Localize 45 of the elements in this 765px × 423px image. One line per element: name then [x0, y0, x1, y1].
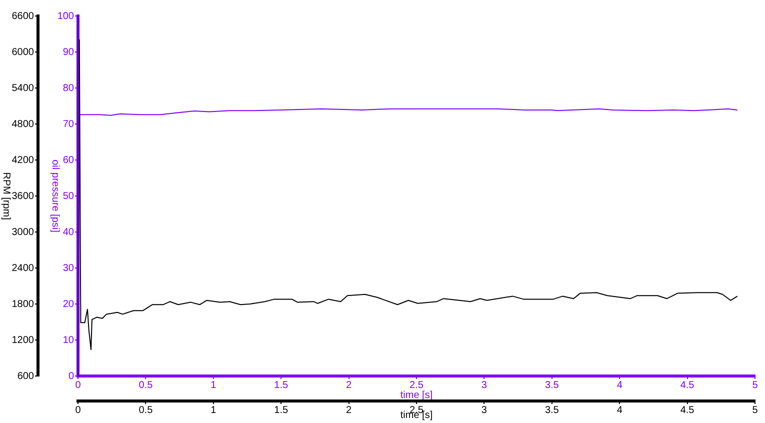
x-tick-label: 1 — [210, 380, 217, 391]
y-tick-label: 2400 — [12, 262, 34, 274]
x2-tick-label: 0.5 — [138, 404, 154, 416]
x-tick-label: 1.5 — [274, 380, 288, 391]
x-tick-label: 3 — [481, 380, 488, 391]
y2-tick-label: 30 — [62, 262, 74, 274]
y2-tick-label: 90 — [62, 46, 74, 58]
y-tick-label: 3000 — [12, 226, 34, 238]
x-tick-label: 4.5 — [680, 380, 695, 391]
y2-tick-label: 10 — [62, 334, 74, 346]
y-tick-label: 6600 — [12, 10, 34, 22]
x-tick-label: 2 — [346, 380, 352, 391]
y-tick-label: 6000 — [12, 46, 34, 58]
x-tick-label: 5 — [752, 380, 758, 391]
y-tick-label: 5400 — [12, 82, 34, 94]
y-tick-label: 1800 — [12, 298, 34, 310]
y-axis-title: RPM [rpm] — [0, 172, 12, 220]
x-tick-label: 0 — [75, 380, 82, 391]
y2-tick-label: 20 — [62, 298, 74, 310]
x2-tick-label: 3 — [481, 404, 488, 416]
x2-tick-label: 1.5 — [274, 404, 288, 416]
y2-tick-label: 40 — [62, 226, 74, 238]
x-tick-label: 3.5 — [544, 380, 560, 391]
y-tick-label: 3600 — [12, 190, 34, 202]
x2-tick-label: 3.5 — [544, 404, 560, 416]
x2-tick-label: 2 — [346, 404, 352, 416]
x2-tick-label: 4.5 — [680, 404, 695, 416]
y-tick-label: 4800 — [12, 118, 34, 130]
x-tick-label: 2.5 — [410, 380, 424, 391]
y-tick-label: 4200 — [12, 154, 34, 166]
y2-axis-title: oil pressure [psi] — [49, 160, 60, 233]
y2-tick-label: 80 — [62, 82, 74, 94]
x2-tick-label: 0 — [75, 404, 82, 416]
x2-tick-label: 4 — [616, 404, 623, 416]
x-tick-label: 4 — [616, 380, 623, 391]
x2-tick-label: 5 — [752, 404, 758, 416]
y2-tick-label: 100 — [57, 10, 74, 22]
y-tick-label: 600 — [17, 370, 34, 382]
y-tick-label: 1200 — [12, 334, 34, 346]
y2-tick-label: 50 — [62, 190, 74, 202]
y2-tick-label: 0 — [68, 370, 74, 382]
x-tick-label: 0.5 — [138, 380, 154, 391]
y2-tick-label: 70 — [62, 118, 74, 130]
x2-tick-label: 1 — [210, 404, 217, 416]
y2-tick-label: 60 — [62, 154, 74, 166]
